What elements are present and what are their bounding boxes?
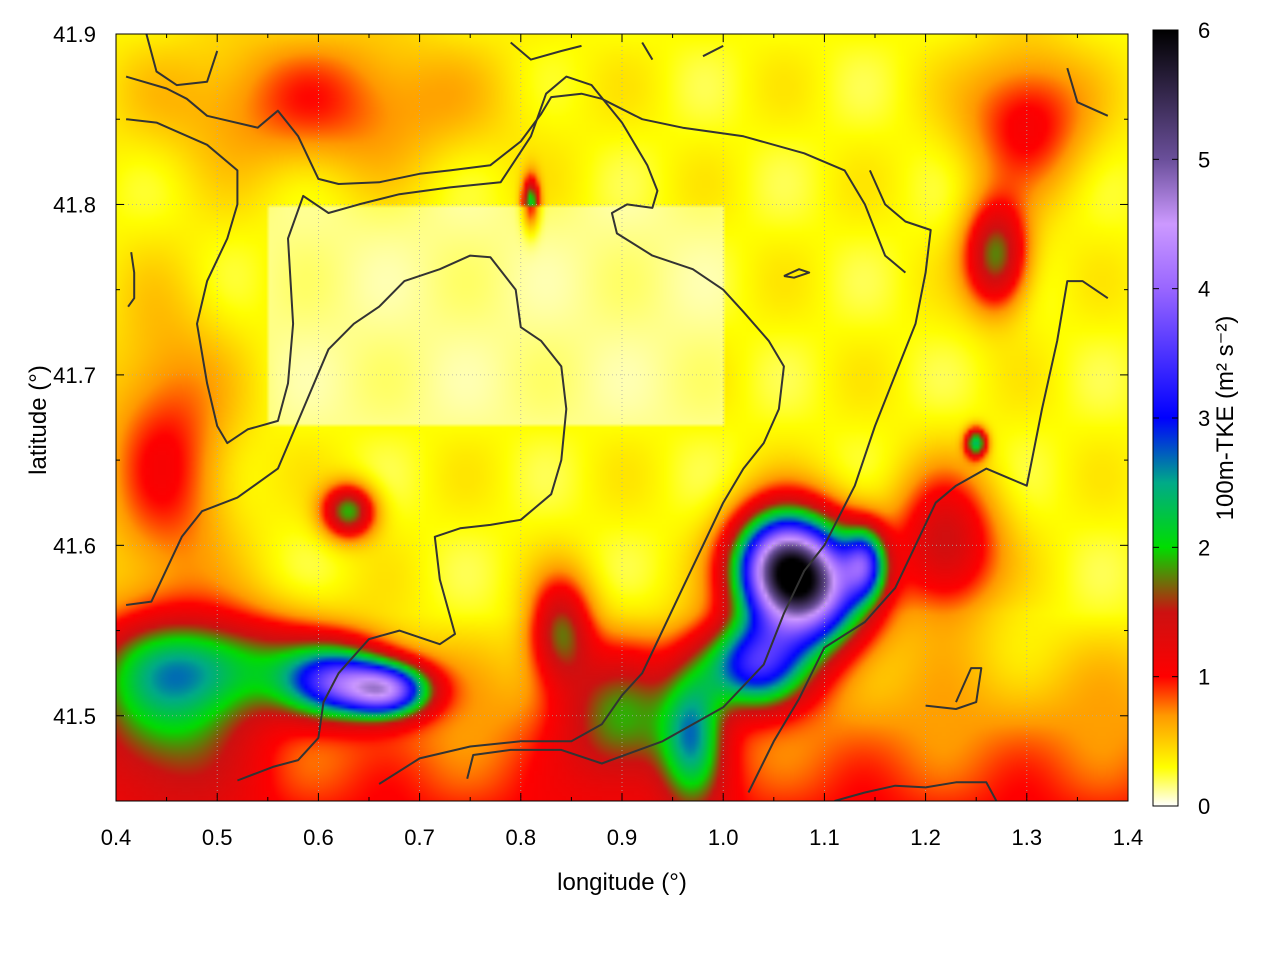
contour-line	[925, 667, 983, 710]
x-tick-label: 1.4	[1113, 825, 1144, 850]
y-axis-label: latitude (°)	[25, 365, 52, 475]
x-tick-label: 0.7	[404, 825, 435, 850]
y-tick-label: 41.5	[53, 704, 96, 729]
contour-line	[641, 41, 654, 61]
colorbar: 0 1 2 3 4 5 6 100m-TKE (m² s⁻²)	[1152, 18, 1239, 819]
x-tick-label: 0.5	[202, 825, 233, 850]
x-tick-label: 1.3	[1012, 825, 1043, 850]
contour-line	[125, 75, 785, 785]
y-tick-label: 41.9	[53, 22, 96, 47]
x-tick-label: 1.1	[809, 825, 840, 850]
contour-line	[125, 254, 568, 782]
coastline-contours	[125, 34, 1109, 801]
colorbar-tick-label: 0	[1198, 794, 1210, 819]
contour-line	[127, 252, 136, 308]
plot-area: 0.4 0.5 0.6 0.7 0.8 0.9 1.0 1.1 1.2 1.3 1.4 41.541…	[53, 22, 1143, 850]
colorbar-label: 100m-TKE (m² s⁻²)	[1212, 316, 1239, 521]
contour-line	[125, 75, 907, 274]
grid	[116, 34, 1128, 801]
x-tick-label: 1.2	[910, 825, 941, 850]
y-axis-ticks: 41.5 41.6 41.7 41.8 41.9	[53, 22, 1128, 802]
tke-field	[116, 34, 1128, 801]
colorbar-ticks: 0 1 2 3 4 5 6	[1153, 18, 1210, 819]
contour-line	[834, 781, 998, 801]
x-tick-label: 0.6	[303, 825, 334, 850]
contour-line	[747, 280, 1109, 793]
contour-line	[145, 34, 219, 87]
contour-line	[702, 45, 724, 58]
colorbar-tick-label: 1	[1198, 665, 1210, 690]
contour-line	[466, 169, 932, 780]
x-tick-label: 0.8	[506, 825, 537, 850]
colorbar-tick-label: 2	[1198, 535, 1210, 560]
x-tick-label: 0.9	[607, 825, 638, 850]
y-tick-label: 41.7	[53, 363, 96, 388]
contour-line	[510, 41, 582, 61]
colorbar-tick-label: 6	[1198, 18, 1210, 43]
x-tick-label: 0.4	[101, 825, 132, 850]
x-axis-label: longitude (°)	[557, 869, 687, 896]
contour-line	[783, 268, 811, 279]
x-tick-label: 1.0	[708, 825, 739, 850]
x-axis-ticks: 0.4 0.5 0.6 0.7 0.8 0.9 1.0 1.1 1.2 1.3 1.4	[101, 34, 1144, 850]
y-tick-label: 41.8	[53, 192, 96, 217]
contour-line	[1066, 67, 1109, 117]
colorbar-tick-label: 4	[1198, 277, 1210, 302]
y-tick-label: 41.6	[53, 533, 96, 558]
colorbar-tick-label: 3	[1198, 406, 1210, 431]
colorbar-tick-label: 5	[1198, 147, 1210, 172]
